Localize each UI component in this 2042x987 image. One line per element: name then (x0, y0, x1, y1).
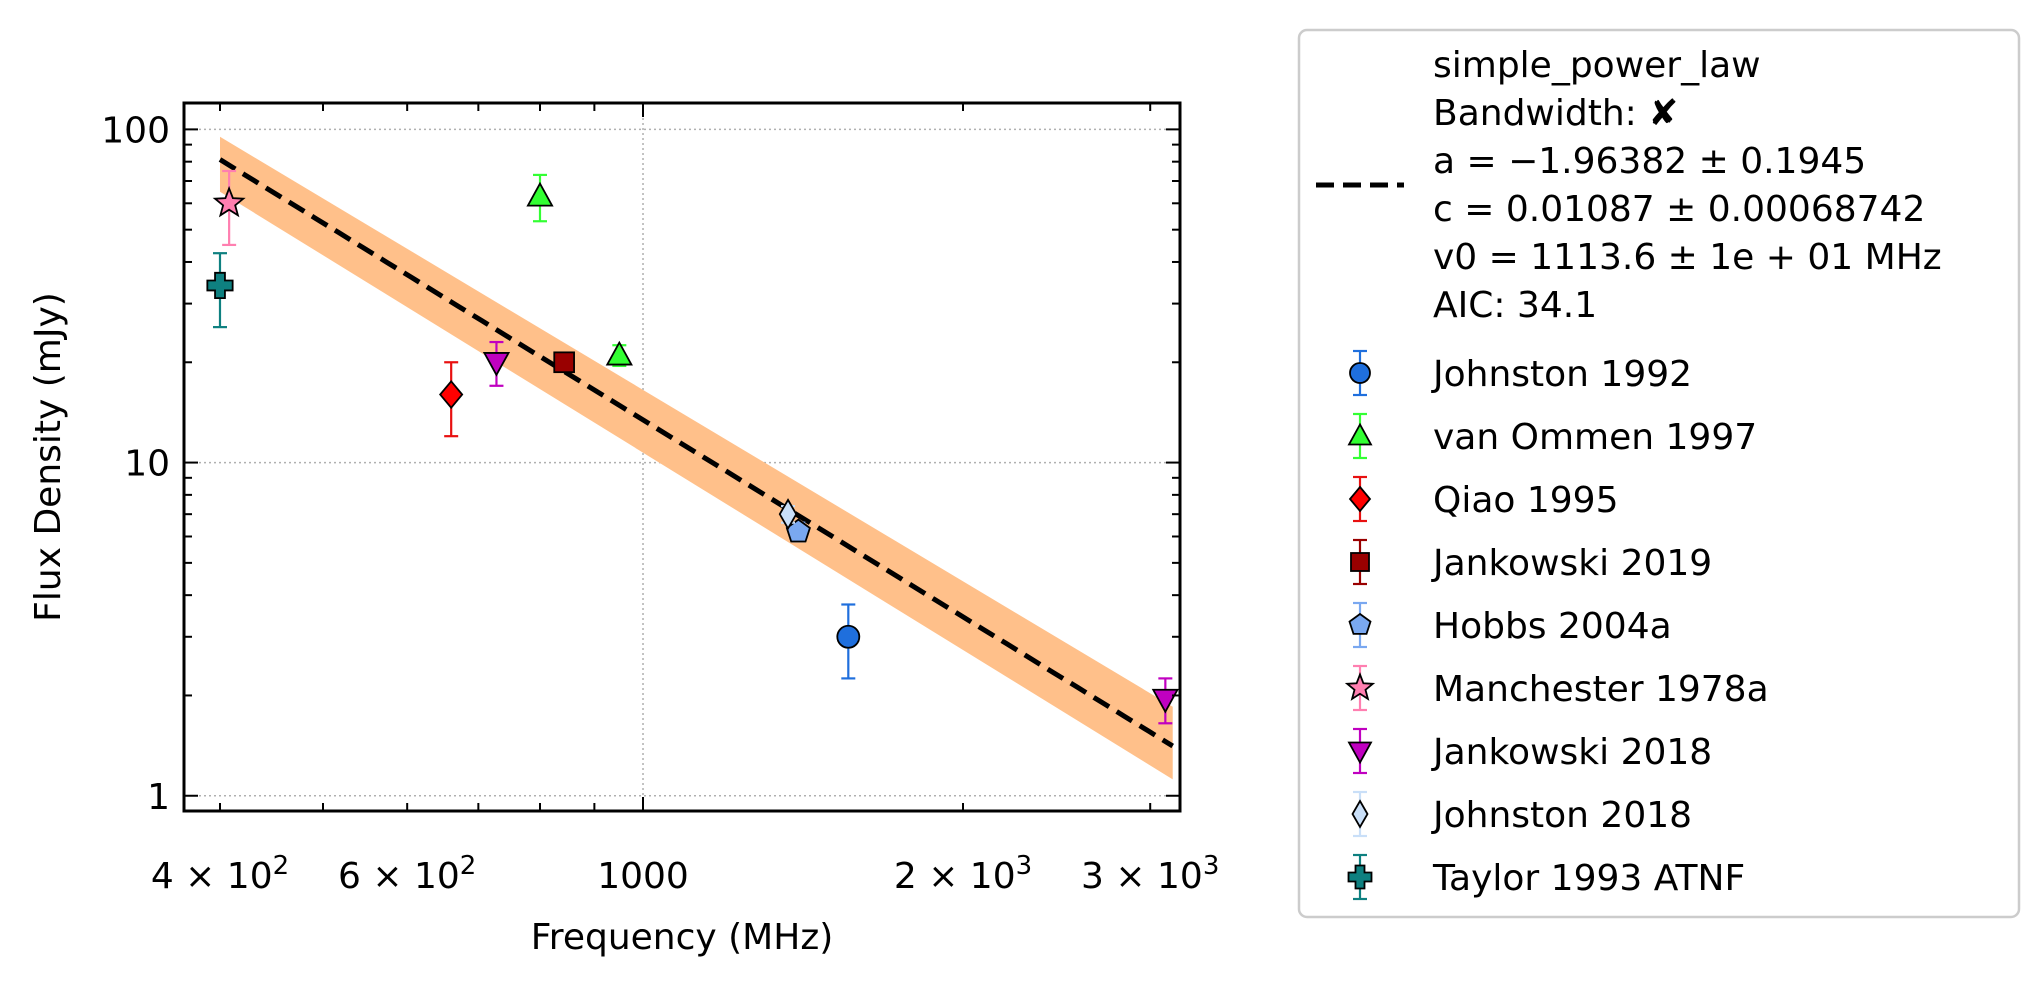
x-tick-label: 4 × 102 (151, 851, 289, 897)
series-manchester-1978a (212, 169, 246, 247)
data-point (526, 181, 554, 207)
data-point (553, 351, 575, 374)
legend-marker (1347, 741, 1373, 765)
legend: simple_power_law Bandwidth: ✘ a = −1.96382… (1297, 28, 2021, 919)
legend-marker (1348, 612, 1372, 635)
y-tick-label: 10 (124, 444, 170, 485)
legend-label: Qiao 1995 (1433, 480, 1618, 521)
legend-label: Manchester 1978a (1433, 669, 1769, 710)
axis-ticks (184, 103, 1180, 811)
legend-fit-text: v0 = 1113.6 ± 1e + 01 MHz (1433, 237, 1942, 278)
data-point (778, 498, 798, 531)
legend-marker (1347, 422, 1373, 446)
legend-marker (1344, 672, 1376, 701)
data-point (206, 271, 234, 300)
legend-label: Johnston 1992 (1431, 354, 1692, 395)
fit-uncertainty-band (219, 136, 1173, 780)
y-axis-label: Flux Density (mJy) (28, 292, 69, 622)
legend-label: Jankowski 2019 (1431, 543, 1712, 584)
legend-marker (1349, 362, 1371, 384)
x-tick-label: 2 × 103 (894, 851, 1032, 897)
series-taylor-1993-atnf (206, 252, 234, 329)
x-tick-label: 6 × 102 (338, 851, 476, 897)
fit-line-layer (218, 157, 1175, 749)
legend-label: van Ommen 1997 (1433, 417, 1757, 458)
legend-label: Taylor 1993 ATNF (1432, 858, 1745, 899)
data-point (1151, 688, 1179, 714)
data-point (836, 624, 861, 649)
legend-fit-text: c = 0.01087 ± 0.00068742 (1433, 189, 1925, 230)
fit-line (218, 157, 1175, 749)
data-point (212, 185, 246, 218)
legend-marker (1351, 799, 1369, 829)
data-point (605, 340, 633, 366)
series-johnston-1992 (836, 603, 861, 680)
data-points (206, 169, 1179, 725)
series-qiao-1995 (439, 361, 464, 438)
legend-fit-text: Bandwidth: ✘ (1433, 93, 1678, 134)
fit-band-layer (219, 136, 1173, 780)
x-tick-label: 3 × 103 (1081, 851, 1219, 897)
legend-label: Johnston 2018 (1431, 795, 1692, 836)
legend-label: Jankowski 2018 (1431, 732, 1712, 773)
legend-marker (1350, 552, 1370, 572)
legend-marker (1348, 485, 1372, 513)
legend-fit-text: AIC: 34.1 (1433, 285, 1597, 326)
series-jankowski-2019 (553, 351, 575, 374)
data-point (439, 379, 464, 410)
legend-marker (1347, 864, 1373, 890)
series-johnston-2018 (778, 498, 798, 531)
tick-labels: 4 × 102 6 × 102 1000 2 × 103 3 × 103 1 10 100 (101, 110, 1219, 897)
legend-label: Hobbs 2004a (1433, 606, 1672, 647)
y-tick-label: 1 (147, 777, 170, 818)
legend-box (1297, 28, 2021, 919)
series-van-ommen-1997 (526, 173, 633, 368)
x-axis-label: Frequency (MHz) (531, 917, 834, 958)
legend-fit-text: a = −1.96382 ± 0.1945 (1433, 141, 1866, 182)
legend-fit-text: simple_power_law (1433, 45, 1761, 86)
x-tick-label: 1000 (597, 856, 689, 897)
grid-lines (184, 103, 1180, 811)
plot-frame (182, 101, 1182, 813)
data-point (482, 352, 511, 377)
y-tick-label: 100 (101, 110, 170, 151)
series-jankowski-2018 (482, 340, 1179, 725)
